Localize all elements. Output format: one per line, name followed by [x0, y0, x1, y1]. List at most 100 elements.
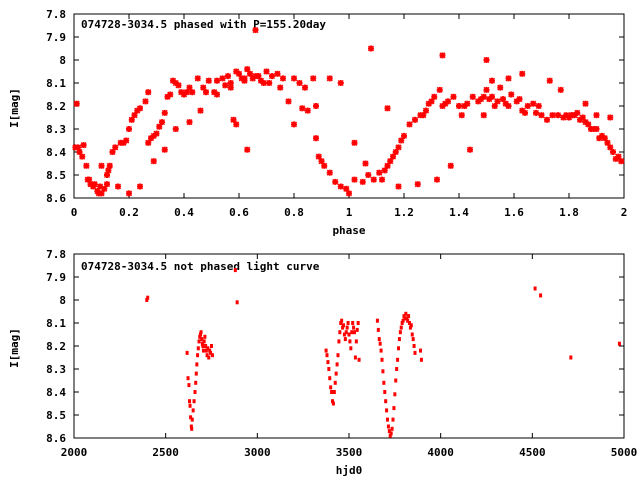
unphased-data-point [191, 408, 195, 413]
unphased-data-point [194, 380, 198, 385]
unphased-data-point [403, 316, 407, 321]
unphased-data-point [341, 325, 345, 330]
phased-data-point [516, 96, 523, 103]
unphased-data-point [325, 353, 329, 358]
unphased-data-points [145, 268, 621, 438]
phased-data-point [255, 73, 262, 80]
unphased-data-point [203, 334, 207, 339]
phased-data-point [392, 148, 399, 156]
unphased-y-tick-label: 8.5 [46, 409, 66, 422]
unphased-data-point [331, 399, 334, 404]
unphased-data-point [194, 371, 198, 376]
phased-data-point [235, 70, 243, 77]
phased-y-tick-label: 8 [59, 54, 66, 67]
unphased-y-tick-label: 8.2 [46, 340, 66, 353]
unphased-data-point [380, 357, 384, 362]
unphased-data-point [189, 415, 193, 420]
unphased-data-point [382, 380, 386, 385]
unphased-data-point [205, 353, 209, 358]
phased-x-tick-label: 0.2 [119, 206, 139, 219]
phased-data-point [200, 84, 207, 91]
unphased-data-point [406, 318, 410, 323]
unphased-data-point [327, 367, 331, 371]
phased-data-point [436, 86, 443, 93]
unphased-data-point [396, 357, 400, 362]
phased-data-point [224, 73, 232, 80]
unphased-data-point [202, 339, 206, 344]
phased-data-point [384, 162, 391, 169]
unphased-data-point [353, 355, 357, 360]
phased-data-point [455, 102, 463, 110]
unphased-data-point [333, 380, 337, 385]
unphased-y-tick-label: 7.9 [46, 271, 66, 284]
phased-y-tick-label: 8.6 [46, 192, 66, 205]
phased-data-point [543, 116, 551, 123]
phased-data-point [161, 146, 168, 153]
unphased-plot-frame [73, 253, 625, 439]
phased-data-point [469, 93, 476, 100]
unphased-y-tick-label: 8.1 [46, 317, 66, 330]
unphased-data-point [187, 383, 191, 388]
phased-data-point [244, 66, 251, 73]
unphased-data-point [379, 348, 383, 353]
unphased-y-tick-label: 8.6 [46, 432, 66, 445]
unphased-data-point [386, 417, 389, 422]
unphased-data-point [353, 330, 356, 335]
phased-data-point [497, 84, 504, 91]
phased-data-point [480, 93, 487, 100]
unphased-data-point [391, 417, 395, 422]
phased-data-point [609, 148, 617, 156]
phased-data-point [84, 176, 91, 183]
phased-data-point [241, 75, 248, 82]
phased-data-point [535, 102, 542, 110]
unphased-data-point [408, 325, 412, 330]
unphased-data-point [407, 314, 411, 319]
phased-data-point [505, 75, 512, 82]
phased-data-point [351, 176, 358, 183]
unphased-data-point [201, 348, 205, 353]
phased-data-point [439, 52, 446, 59]
phased-data-point [367, 45, 375, 52]
phased-data-point [213, 91, 221, 98]
phased-data-point [433, 176, 441, 183]
unphased-chart-title: 074728-3034.5 not phased light curve [81, 260, 320, 273]
unphased-data-point [399, 325, 403, 330]
phased-data-point [450, 93, 457, 100]
unphased-data-point [357, 357, 361, 362]
phased-data-point [98, 190, 105, 197]
unphased-data-point [189, 424, 193, 429]
phased-data-point [310, 75, 317, 82]
phased-data-point [414, 181, 421, 188]
phased-data-point [301, 84, 309, 91]
unphased-data-point [376, 327, 380, 332]
phased-data-point [197, 107, 204, 114]
unphased-axis-ticks: 2000 2500 3000 3500 4000 4500 5000 7.8 7.9 8 8.1 8.… [46, 248, 637, 459]
phased-data-point [615, 153, 622, 160]
unphased-data-point [381, 369, 385, 374]
unphased-data-point [539, 293, 543, 298]
phased-data-point [607, 144, 614, 151]
unphased-data-point [196, 353, 200, 358]
unphased-data-point [331, 401, 335, 406]
phased-data-point [158, 119, 166, 126]
unphased-data-point [206, 346, 210, 351]
unphased-data-point [199, 330, 203, 335]
unphased-data-point [378, 341, 382, 346]
phased-data-point [266, 79, 273, 87]
unphased-data-point [349, 346, 353, 351]
unphased-data-point [346, 321, 350, 325]
phased-data-point [464, 100, 471, 107]
unphased-data-point [209, 350, 213, 355]
unphased-data-point [400, 321, 404, 325]
unphased-data-point [342, 323, 345, 328]
unphased-data-point [208, 348, 212, 353]
unphased-data-point [354, 339, 358, 344]
phased-data-point [131, 112, 138, 119]
unphased-y-tick-label: 8.4 [46, 386, 66, 399]
unphased-data-point [386, 424, 390, 429]
phased-data-point [80, 142, 87, 149]
phased-data-point [103, 181, 111, 188]
phased-data-point [519, 70, 526, 77]
unphased-data-point [207, 355, 211, 360]
